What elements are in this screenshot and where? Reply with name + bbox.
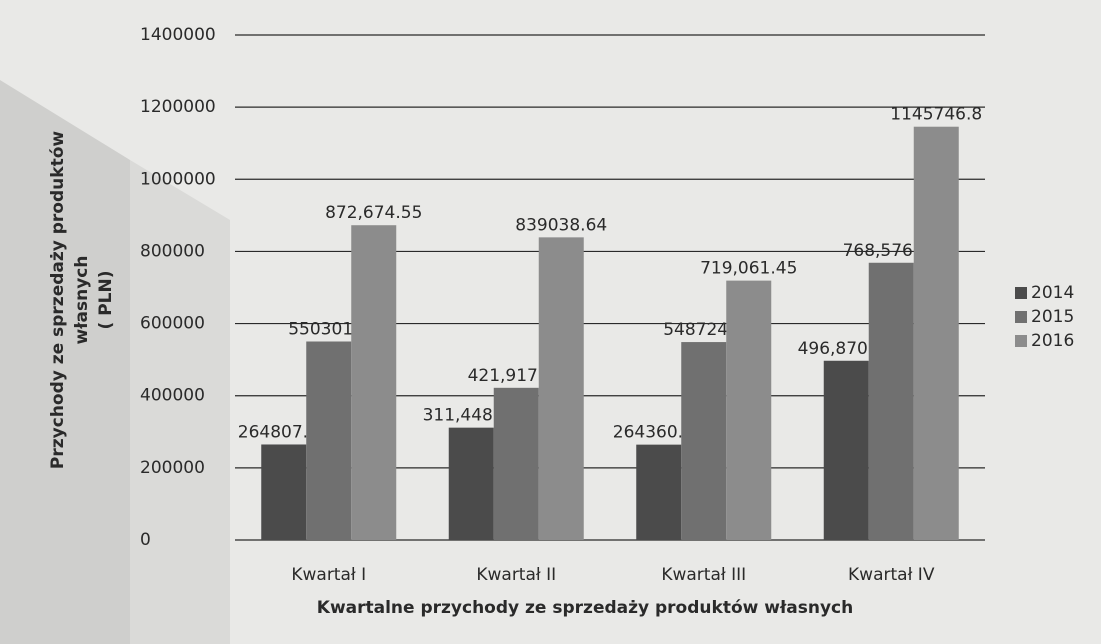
bar: [493, 387, 539, 540]
data-label: 719,061.45: [700, 259, 797, 279]
bar: [261, 444, 307, 540]
data-label: 548724.3: [663, 320, 744, 340]
y-axis-title: Przychody ze sprzedaży produktów własnyc…: [48, 131, 116, 469]
legend-label: 2014: [1031, 283, 1074, 303]
legend-label: 2016: [1031, 331, 1074, 351]
bar: [448, 427, 494, 540]
data-label: 550301.6: [288, 319, 369, 339]
legend-swatch: [1015, 311, 1027, 323]
y-tick-label: 0: [140, 530, 151, 550]
data-label: 1145746.8: [890, 105, 982, 125]
data-label: 839038.64: [515, 215, 607, 235]
y-tick-label: 1000000: [140, 169, 216, 189]
bar: [538, 237, 584, 540]
x-tick-label: Kwartał IV: [848, 565, 935, 585]
bar: [726, 280, 772, 540]
decor: [0, 80, 130, 644]
bar: [913, 126, 959, 540]
x-tick-label: Kwartał II: [476, 565, 556, 585]
decor: [130, 160, 230, 644]
y-axis-title-line: Przychody ze sprzedaży produktów: [48, 131, 68, 469]
y-axis-title-line: własnych: [72, 256, 92, 345]
y-tick-label: 1400000: [140, 25, 216, 45]
x-tick-label: Kwartał I: [291, 565, 366, 585]
bar: [351, 225, 397, 541]
legend-label: 2015: [1031, 307, 1074, 327]
bar: [868, 262, 914, 540]
x-tick-label: Kwartał III: [661, 565, 746, 585]
y-tick-label: 1200000: [140, 97, 216, 117]
bar: [636, 444, 682, 540]
y-tick-label: 800000: [140, 241, 205, 261]
legend-swatch: [1015, 287, 1027, 299]
bar: [306, 341, 352, 540]
bar: [681, 342, 727, 540]
legend-swatch: [1015, 335, 1027, 347]
bar: [823, 360, 869, 540]
y-tick-label: 400000: [140, 386, 205, 406]
x-axis-title: Kwartalne przychody ze sprzedaży produkt…: [317, 598, 853, 618]
data-label: 872,674.55: [325, 203, 422, 223]
y-tick-label: 200000: [140, 458, 205, 478]
y-tick-label: 600000: [140, 314, 205, 334]
y-axis-title-line: ( PLN): [96, 271, 116, 330]
